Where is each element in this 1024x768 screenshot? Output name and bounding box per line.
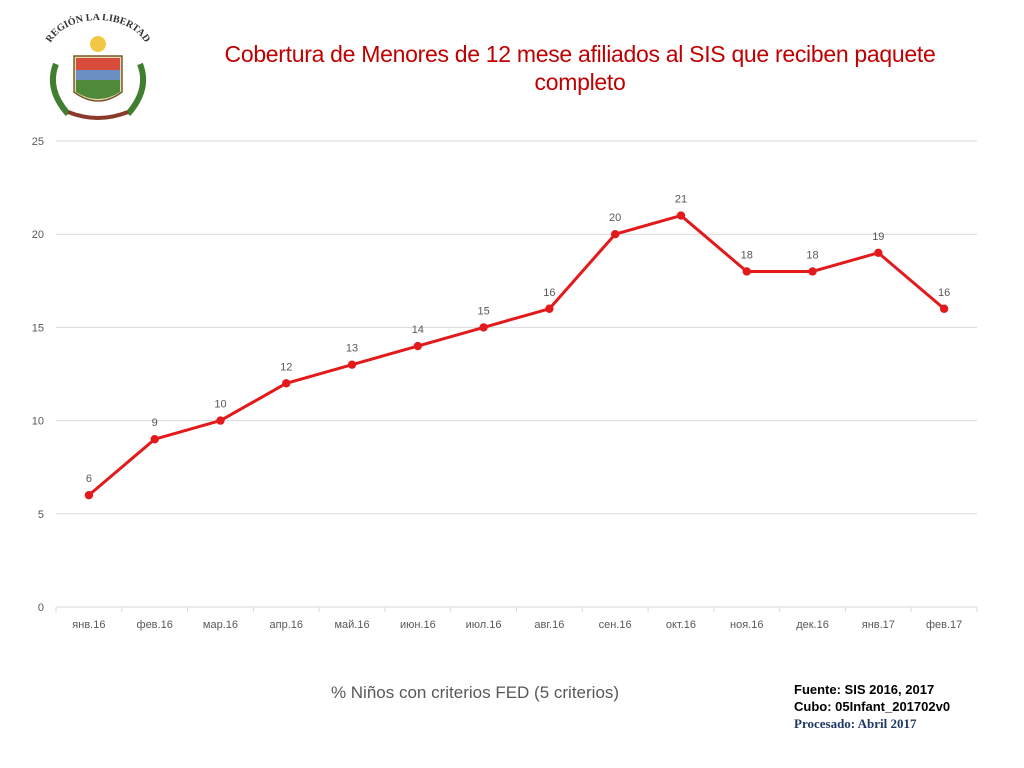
data-label: 9 <box>152 417 158 429</box>
data-label: 18 <box>806 249 818 261</box>
y-axis-ticks: 0 5 10 15 20 25 <box>32 136 44 614</box>
y-tick-label: 15 <box>32 322 44 334</box>
data-point <box>808 267 817 276</box>
x-tick-label: сен.16 <box>599 619 632 631</box>
data-point <box>939 304 949 313</box>
data-label: 21 <box>675 194 687 206</box>
data-point <box>479 323 488 332</box>
y-tick-label: 25 <box>32 136 44 148</box>
data-label: 6 <box>86 473 92 485</box>
y-tick-label: 20 <box>32 229 44 241</box>
chart-title: Cobertura de Menores de 12 mese afiliado… <box>224 41 936 95</box>
x-tick-label: фев.17 <box>926 619 962 631</box>
x-axis-ticks: янв.16 фев.16 мар.16 апр.16 май.16 июн.16 июл.… <box>55 607 978 631</box>
x-tick-label: май.16 <box>334 619 369 631</box>
data-label: 15 <box>477 305 489 317</box>
series-layer <box>84 211 949 500</box>
y-tick-label: 10 <box>32 416 44 428</box>
data-point <box>84 490 94 500</box>
data-point <box>413 341 423 351</box>
data-point <box>545 304 554 313</box>
region-logo: REGIÓN LA LIBERTAD <box>38 12 158 126</box>
data-point <box>347 360 357 369</box>
data-label: 16 <box>938 287 950 299</box>
x-tick-label: янв.17 <box>862 619 895 631</box>
source-line-3: Procesado: Abril 2017 <box>794 716 917 731</box>
data-label: 19 <box>872 231 884 243</box>
x-tick-label: окт.16 <box>666 619 696 631</box>
y-tick-label: 5 <box>38 509 44 521</box>
data-label: 16 <box>543 287 555 299</box>
data-point <box>742 267 751 276</box>
data-label: 12 <box>280 361 292 373</box>
x-tick-label: апр.16 <box>270 619 303 631</box>
data-point <box>282 379 291 388</box>
series-line <box>87 214 946 497</box>
data-label: 13 <box>346 343 358 355</box>
source-note: Fuente: SIS 2016, 2017 Cubo: 05Infant_20… <box>794 681 1019 732</box>
coat-of-arms-icon: REGIÓN LA LIBERTAD <box>44 12 152 120</box>
data-point <box>874 248 883 258</box>
x-tick-label: июл.16 <box>466 619 502 631</box>
data-label: 10 <box>214 399 226 411</box>
data-label: 14 <box>412 324 424 336</box>
gridlines <box>56 140 977 608</box>
data-point <box>216 416 225 425</box>
x-tick-label: авг.16 <box>534 619 564 631</box>
x-tick-label: ноя.16 <box>730 619 763 631</box>
data-label: 18 <box>741 249 753 261</box>
data-point <box>676 211 686 220</box>
y-tick-label: 0 <box>38 602 44 614</box>
data-labels: 6 9 10 12 13 14 15 16 20 21 18 18 19 16 <box>86 194 950 486</box>
source-line-1: Fuente: SIS 2016, 2017 <box>794 682 935 697</box>
data-point <box>610 230 620 239</box>
x-tick-label: фев.16 <box>137 619 173 631</box>
source-line-2: Cubo: 05Infant_201702v0 <box>794 699 951 714</box>
x-tick-label: янв.16 <box>72 619 105 631</box>
x-tick-label: мар.16 <box>203 619 238 631</box>
x-tick-label: дек.16 <box>796 619 829 631</box>
data-point <box>150 435 159 444</box>
x-tick-label: июн.16 <box>400 619 436 631</box>
legend-series-name: % Niños con criterios FED (5 criterios) <box>330 683 620 702</box>
data-label: 20 <box>609 212 621 224</box>
